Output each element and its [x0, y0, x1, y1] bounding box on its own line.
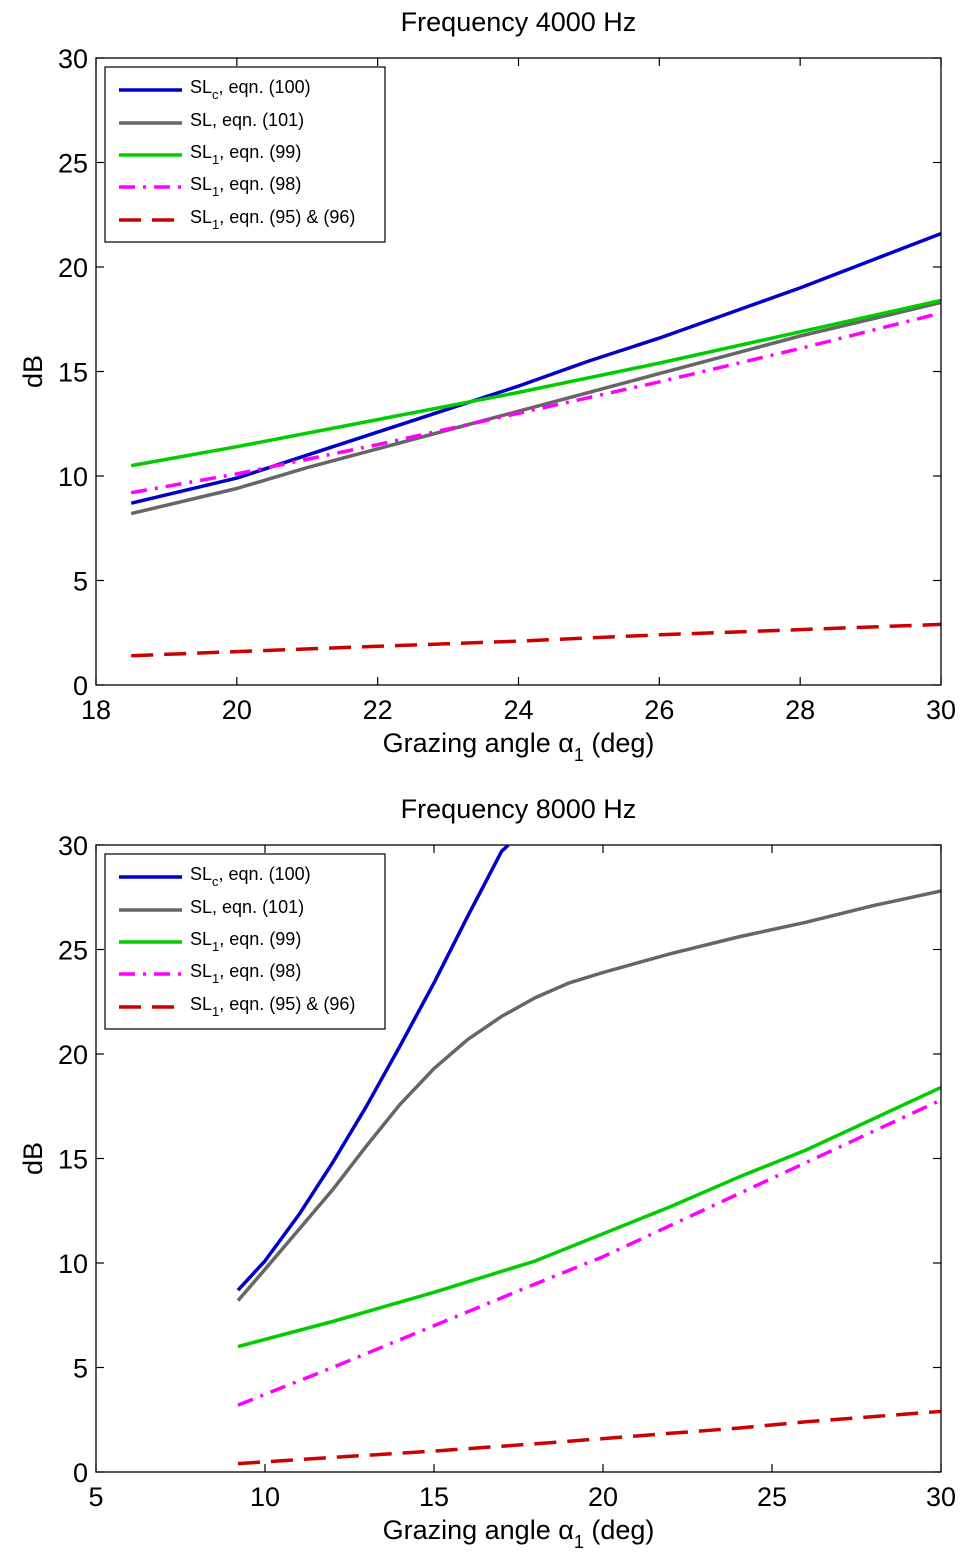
legend-label-main: SL [190, 864, 212, 884]
y-tick-label: 15 [58, 358, 88, 388]
series-line-2 [236, 889, 941, 1302]
y-tick-label: 20 [58, 1040, 88, 1070]
x-tick-label: 20 [222, 695, 252, 725]
x-axis-label-sub: 1 [574, 745, 584, 765]
x-tick-label: 25 [757, 1482, 787, 1512]
legend-label-main: SL [190, 142, 212, 162]
y-tick-label: 30 [58, 831, 88, 861]
y-tick-label: 10 [58, 1249, 88, 1279]
x-axis-label-text: Grazing angle α [383, 728, 574, 758]
x-tick-label: 18 [81, 695, 111, 725]
series-line-1 [130, 231, 941, 505]
legend-label-sub: 1 [212, 184, 219, 199]
x-tick-label: 26 [644, 695, 674, 725]
x-axis-label: Grazing angle α1 (deg) [383, 728, 655, 765]
legend-label-4: SL1, eqn. (98) [190, 174, 301, 199]
y-tick-label: 5 [73, 1354, 88, 1384]
y-tick-label: 0 [73, 1458, 88, 1488]
x-axis-label-text: Grazing angle α [383, 1515, 574, 1545]
series-line-5 [237, 1409, 941, 1466]
legend-label-main: SL [190, 897, 212, 917]
legend-label-rest: , eqn. (100) [219, 77, 311, 97]
legend-label-main: SL [190, 77, 212, 97]
legend-label-rest: , eqn. (101) [212, 110, 304, 130]
chart-1: Frequency 4000 Hz 18 20 22 24 26 28 30 0 5 10 15 20 2… [18, 7, 956, 765]
chart-2: Frequency 8000 Hz5 10 15 20 25 30051015202530… [18, 794, 956, 1552]
legend-label-main: SL [190, 961, 212, 981]
x-tick-label: 22 [363, 695, 393, 725]
y-tick-label: 30 [58, 44, 88, 74]
legend-label-4: SL1, eqn. (98) [190, 961, 301, 986]
legend-label-rest: , eqn. (99) [219, 929, 301, 949]
legend-label-main: SL [190, 929, 212, 949]
x-axis-label-suffix: (deg) [584, 1515, 655, 1545]
legend-label-1: SLc, eqn. (100) [190, 77, 311, 102]
legend-label-main: SL [190, 110, 212, 130]
y-tick-label: 5 [73, 567, 88, 597]
legend-label-main: SL [190, 207, 212, 227]
x-tick-label: 30 [926, 1482, 956, 1512]
legend-label-2: SL, eqn. (101) [190, 110, 304, 130]
legend-label-rest: , eqn. (98) [219, 961, 301, 981]
y-tick-label: 25 [58, 936, 88, 966]
chart-title: Frequency 4000 Hz [401, 7, 637, 37]
x-axis-label: Grazing angle α1 (deg) [383, 1515, 655, 1552]
legend-label-rest: , eqn. (99) [219, 142, 301, 162]
series-line-4 [130, 311, 941, 495]
x-tick-label: 28 [785, 695, 815, 725]
legend-label-sub: 1 [212, 217, 219, 232]
legend-label-2: SL, eqn. (101) [190, 897, 304, 917]
legend-label-rest: , eqn. (98) [219, 174, 301, 194]
legend-label-sub: 1 [212, 939, 219, 954]
series-line-5 [131, 622, 941, 658]
y-tick-label: 20 [58, 253, 88, 283]
legend-label-sub: 1 [212, 1004, 219, 1019]
x-tick-label: 5 [88, 1482, 103, 1512]
legend-label-1: SLc, eqn. (100) [190, 864, 311, 889]
series-line-1 [236, 845, 510, 1292]
y-tick-label: 25 [58, 149, 88, 179]
x-tick-label: 20 [588, 1482, 618, 1512]
x-tick-label: 15 [419, 1482, 449, 1512]
y-axis-label: dB [18, 1142, 48, 1175]
y-axis-label: dB [18, 355, 48, 388]
legend-label-sub: 1 [212, 971, 219, 986]
y-tick-label: 10 [58, 462, 88, 492]
legend: SLc, eqn. (100)SL, eqn. (101)SL1, eqn. (… [104, 66, 386, 243]
legend-label-3: SL1, eqn. (99) [190, 929, 301, 954]
series-line-4 [237, 1098, 941, 1407]
x-tick-label: 30 [926, 695, 956, 725]
legend-label-main: SL [190, 994, 212, 1014]
legend-label-rest: , eqn. (95) & (96) [219, 207, 355, 227]
legend-label-sub: c [212, 87, 219, 102]
y-tick-label: 15 [58, 1145, 88, 1175]
series-line-3 [130, 298, 941, 468]
legend-label-rest: , eqn. (100) [219, 864, 311, 884]
legend-label-sub: 1 [212, 152, 219, 167]
x-axis-label-sub: 1 [574, 1532, 584, 1552]
x-tick-label: 24 [503, 695, 533, 725]
legend-label-5: SL1, eqn. (95) & (96) [190, 207, 355, 232]
series-line-3 [237, 1085, 941, 1349]
legend-label-main: SL [190, 174, 212, 194]
legend-label-rest: , eqn. (95) & (96) [219, 994, 355, 1014]
chart-title: Frequency 8000 Hz [401, 794, 637, 824]
x-tick-label: 10 [250, 1482, 280, 1512]
legend-label-sub: c [212, 874, 219, 889]
legend-label-3: SL1, eqn. (99) [190, 142, 301, 167]
legend: SLc, eqn. (100)SL, eqn. (101)SL1, eqn. (… [104, 853, 386, 1030]
x-axis-label-suffix: (deg) [584, 728, 655, 758]
y-tick-label: 0 [73, 671, 88, 701]
legend-label-rest: , eqn. (101) [212, 897, 304, 917]
series-line-2 [130, 300, 941, 516]
legend-label-5: SL1, eqn. (95) & (96) [190, 994, 355, 1019]
